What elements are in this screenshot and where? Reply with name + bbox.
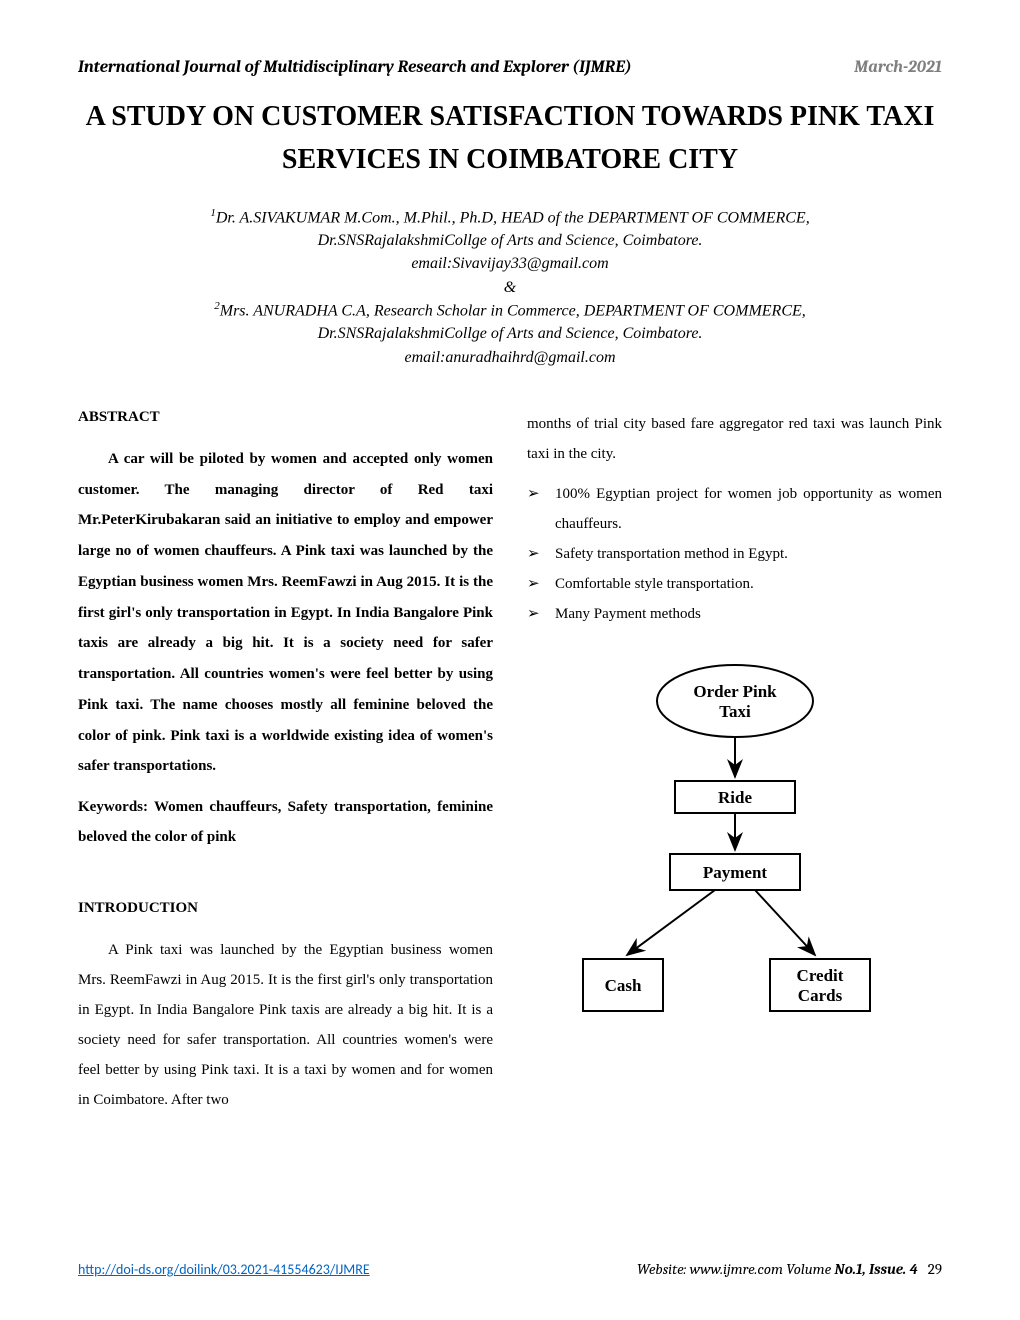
footer-right: Website: www.ijmre.com Volume No.1, Issu…	[637, 1260, 942, 1278]
paper-title: A STUDY ON CUSTOMER SATISFACTION TOWARDS…	[78, 95, 942, 182]
author-1: 1Dr. A.SIVAKUMAR M.Com., M.Phil., Ph.D, …	[78, 206, 942, 230]
two-column-body: ABSTRACT A car will be piloted by women …	[78, 399, 942, 1115]
authors-amp: &	[78, 276, 942, 299]
issue-number: No.1, Issue. 4	[831, 1260, 918, 1278]
list-item: ➢ Safety transportation method in Egypt.	[527, 539, 942, 569]
col2-lead: months of trial city based fare aggregat…	[527, 409, 942, 469]
intro-heading: INTRODUCTION	[78, 900, 493, 917]
author-1-affil: Dr.SNSRajalakshmiCollge of Arts and Scie…	[78, 229, 942, 252]
author-1-line1: Dr. A.SIVAKUMAR M.Com., M.Phil., Ph.D, H…	[216, 209, 810, 226]
keywords: Keywords: Women chauffeurs, Safety trans…	[78, 792, 493, 852]
svg-text:Cards: Cards	[797, 986, 842, 1005]
svg-text:Taxi: Taxi	[719, 702, 751, 721]
right-column: months of trial city based fare aggregat…	[527, 399, 942, 1115]
bullet-icon: ➢	[527, 599, 540, 629]
running-header: International Journal of Multidisciplina…	[78, 58, 942, 77]
issue-date: March-2021	[854, 58, 942, 77]
left-column: ABSTRACT A car will be piloted by women …	[78, 399, 493, 1115]
author-1-email: email:Sivavijay33@gmail.com	[78, 252, 942, 275]
journal-name: International Journal of Multidisciplina…	[78, 58, 632, 77]
abstract-body: A car will be piloted by women and accep…	[78, 444, 493, 782]
author-2-affil: Dr.SNSRajalakshmiCollge of Arts and Scie…	[78, 322, 942, 345]
svg-text:Ride: Ride	[718, 788, 752, 807]
bullet-icon: ➢	[527, 539, 540, 569]
intro-body: A Pink taxi was launched by the Egyptian…	[78, 935, 493, 1115]
website-label: Website: www.ijmre.com Volume	[637, 1260, 831, 1278]
doi-link[interactable]: http://doi-ds.org/doilink/03.2021-415546…	[78, 1261, 370, 1278]
bullet-icon: ➢	[527, 569, 540, 599]
list-item: ➢ Comfortable style transportation.	[527, 569, 942, 599]
bullet-text: Many Payment methods	[555, 606, 701, 622]
authors-block: 1Dr. A.SIVAKUMAR M.Com., M.Phil., Ph.D, …	[78, 206, 942, 369]
svg-text:Cash: Cash	[604, 976, 641, 995]
bullet-icon: ➢	[527, 479, 540, 509]
footer: http://doi-ds.org/doilink/03.2021-415546…	[78, 1260, 942, 1278]
page-number: 29	[928, 1260, 942, 1278]
flowchart-svg: Order PinkTaxi Ride Payment Cash CreditCards	[555, 659, 915, 1039]
bullet-text: 100% Egyptian project for women job oppo…	[555, 486, 942, 532]
svg-text:Credit: Credit	[796, 966, 843, 985]
svg-text:Order Pink: Order Pink	[693, 682, 777, 701]
author-2-line1: Mrs. ANURADHA C.A, Research Scholar in C…	[220, 302, 806, 319]
author-2: 2Mrs. ANURADHA C.A, Research Scholar in …	[78, 299, 942, 323]
bullet-text: Comfortable style transportation.	[555, 576, 754, 592]
svg-text:Payment: Payment	[702, 863, 767, 882]
list-item: ➢ Many Payment methods	[527, 599, 942, 629]
flowchart: Order PinkTaxi Ride Payment Cash CreditCards	[527, 659, 942, 1039]
bullet-text: Safety transportation method in Egypt.	[555, 546, 788, 562]
list-item: ➢ 100% Egyptian project for women job opp…	[527, 479, 942, 539]
abstract-heading: ABSTRACT	[78, 409, 493, 426]
bullet-list: ➢ 100% Egyptian project for women job opp…	[527, 479, 942, 629]
author-2-email: email:anuradhaihrd@gmail.com	[78, 346, 942, 369]
